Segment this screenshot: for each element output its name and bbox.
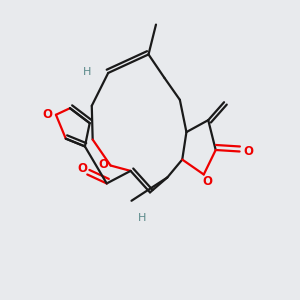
Text: O: O <box>77 162 87 175</box>
Text: O: O <box>202 175 212 188</box>
Text: H: H <box>137 213 146 223</box>
Text: H: H <box>82 68 91 77</box>
Text: O: O <box>98 158 108 171</box>
Text: O: O <box>43 108 52 121</box>
Text: O: O <box>243 145 253 158</box>
